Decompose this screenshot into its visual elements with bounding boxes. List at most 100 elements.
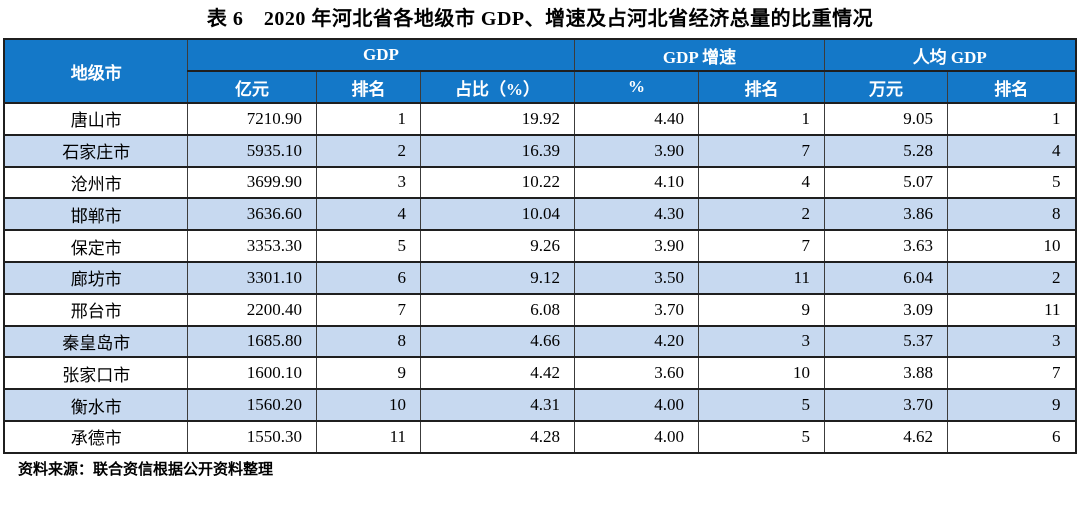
city-cell: 承德市 bbox=[3, 419, 188, 454]
growth-cell: 3.90 bbox=[573, 229, 699, 263]
per-capita-gdp-cell: 3.70 bbox=[824, 388, 948, 422]
gdp-share-cell: 6.08 bbox=[419, 292, 575, 327]
subheader-gdp-value: 亿元 bbox=[186, 70, 317, 104]
growth-cell: 4.40 bbox=[573, 102, 699, 136]
per-capita-rank-cell: 2 bbox=[946, 260, 1077, 295]
growth-rank-cell: 10 bbox=[697, 356, 826, 391]
gdp-rank-cell: 6 bbox=[315, 260, 421, 295]
header-group-gdp: GDP bbox=[186, 38, 575, 72]
per-capita-gdp-cell: 6.04 bbox=[824, 260, 948, 295]
header-group-row: 地级市 GDP GDP 增速 人均 GDP bbox=[3, 38, 1077, 104]
gdp-share-cell: 4.28 bbox=[419, 419, 575, 454]
header-group-gdp-growth: GDP 增速 bbox=[573, 38, 826, 72]
growth-cell: 4.00 bbox=[573, 388, 699, 422]
city-cell: 沧州市 bbox=[3, 165, 188, 200]
subheader-gdp-rank: 排名 bbox=[315, 70, 421, 104]
per-capita-rank-cell: 10 bbox=[946, 229, 1077, 263]
gdp-rank-cell: 2 bbox=[315, 133, 421, 168]
growth-cell: 4.20 bbox=[573, 324, 699, 359]
table-row: 张家口市 1600.10 9 4.42 3.60 10 3.88 7 bbox=[3, 356, 1077, 391]
city-cell: 邢台市 bbox=[3, 292, 188, 327]
growth-cell: 4.00 bbox=[573, 419, 699, 454]
table-row: 保定市 3353.30 5 9.26 3.90 7 3.63 10 bbox=[3, 229, 1077, 263]
city-cell: 秦皇岛市 bbox=[3, 324, 188, 359]
gdp-cell: 1550.30 bbox=[186, 419, 317, 454]
gdp-cell: 3301.10 bbox=[186, 260, 317, 295]
gdp-cell: 5935.10 bbox=[186, 133, 317, 168]
gdp-share-cell: 4.42 bbox=[419, 356, 575, 391]
per-capita-gdp-cell: 3.88 bbox=[824, 356, 948, 391]
city-cell: 衡水市 bbox=[3, 388, 188, 422]
per-capita-gdp-cell: 3.86 bbox=[824, 197, 948, 232]
per-capita-gdp-cell: 9.05 bbox=[824, 102, 948, 136]
gdp-share-cell: 19.92 bbox=[419, 102, 575, 136]
per-capita-gdp-cell: 5.37 bbox=[824, 324, 948, 359]
table-header: 地级市 GDP GDP 增速 人均 GDP 亿元 排名 占比（%） % 排名 万… bbox=[3, 38, 1077, 104]
subheader-per-capita-rank: 排名 bbox=[946, 70, 1077, 104]
subheader-per-capita: 万元 bbox=[824, 70, 948, 104]
gdp-rank-cell: 9 bbox=[315, 356, 421, 391]
header-sub-row: 亿元 排名 占比（%） % 排名 万元 排名 bbox=[4, 70, 1077, 104]
growth-cell: 4.10 bbox=[573, 165, 699, 200]
gdp-share-cell: 16.39 bbox=[419, 133, 575, 168]
gdp-cell: 2200.40 bbox=[186, 292, 317, 327]
table-row: 邯郸市 3636.60 4 10.04 4.30 2 3.86 8 bbox=[3, 197, 1077, 232]
city-cell: 廊坊市 bbox=[3, 260, 188, 295]
growth-rank-cell: 11 bbox=[697, 260, 826, 295]
growth-cell: 3.60 bbox=[573, 356, 699, 391]
table-row: 石家庄市 5935.10 2 16.39 3.90 7 5.28 4 bbox=[3, 133, 1077, 168]
growth-rank-cell: 4 bbox=[697, 165, 826, 200]
growth-rank-cell: 1 bbox=[697, 102, 826, 136]
per-capita-rank-cell: 1 bbox=[946, 102, 1077, 136]
growth-rank-cell: 5 bbox=[697, 419, 826, 454]
per-capita-gdp-cell: 5.07 bbox=[824, 165, 948, 200]
gdp-cell: 1600.10 bbox=[186, 356, 317, 391]
per-capita-rank-cell: 9 bbox=[946, 388, 1077, 422]
gdp-cell: 1560.20 bbox=[186, 388, 317, 422]
per-capita-rank-cell: 5 bbox=[946, 165, 1077, 200]
gdp-share-cell: 10.22 bbox=[419, 165, 575, 200]
per-capita-rank-cell: 7 bbox=[946, 356, 1077, 391]
table-row: 沧州市 3699.90 3 10.22 4.10 4 5.07 5 bbox=[3, 165, 1077, 200]
growth-cell: 3.50 bbox=[573, 260, 699, 295]
gdp-rank-cell: 4 bbox=[315, 197, 421, 232]
city-cell: 邯郸市 bbox=[3, 197, 188, 232]
per-capita-gdp-cell: 5.28 bbox=[824, 133, 948, 168]
header-city: 地级市 bbox=[3, 38, 188, 104]
subheader-growth-pct: % bbox=[573, 70, 699, 104]
per-capita-rank-cell: 8 bbox=[946, 197, 1077, 232]
gdp-rank-cell: 8 bbox=[315, 324, 421, 359]
per-capita-gdp-cell: 3.09 bbox=[824, 292, 948, 327]
city-cell: 保定市 bbox=[3, 229, 188, 263]
gdp-rank-cell: 11 bbox=[315, 419, 421, 454]
per-capita-rank-cell: 3 bbox=[946, 324, 1077, 359]
city-cell: 石家庄市 bbox=[3, 133, 188, 168]
growth-rank-cell: 9 bbox=[697, 292, 826, 327]
table-row: 秦皇岛市 1685.80 8 4.66 4.20 3 5.37 3 bbox=[3, 324, 1077, 359]
table-row: 衡水市 1560.20 10 4.31 4.00 5 3.70 9 bbox=[3, 388, 1077, 422]
growth-rank-cell: 5 bbox=[697, 388, 826, 422]
gdp-cell: 7210.90 bbox=[186, 102, 317, 136]
subheader-growth-rank: 排名 bbox=[697, 70, 826, 104]
growth-cell: 3.90 bbox=[573, 133, 699, 168]
table-row: 承德市 1550.30 11 4.28 4.00 5 4.62 6 bbox=[3, 419, 1077, 454]
per-capita-gdp-cell: 4.62 bbox=[824, 419, 948, 454]
per-capita-rank-cell: 6 bbox=[946, 419, 1077, 454]
table-title: 表 6 2020 年河北省各地级市 GDP、增速及占河北省经济总量的比重情况 bbox=[206, 8, 874, 30]
table-row: 唐山市 7210.90 1 19.92 4.40 1 9.05 1 bbox=[3, 102, 1077, 136]
gdp-share-cell: 10.04 bbox=[419, 197, 575, 232]
subheader-gdp-share: 占比（%） bbox=[419, 70, 575, 104]
per-capita-rank-cell: 4 bbox=[946, 133, 1077, 168]
gdp-rank-cell: 5 bbox=[315, 229, 421, 263]
table-row: 廊坊市 3301.10 6 9.12 3.50 11 6.04 2 bbox=[3, 260, 1077, 295]
per-capita-gdp-cell: 3.63 bbox=[824, 229, 948, 263]
city-cell: 张家口市 bbox=[3, 356, 188, 391]
gdp-cell: 3699.90 bbox=[186, 165, 317, 200]
table-row: 邢台市 2200.40 7 6.08 3.70 9 3.09 11 bbox=[3, 292, 1077, 327]
gdp-rank-cell: 7 bbox=[315, 292, 421, 327]
gdp-rank-cell: 1 bbox=[315, 102, 421, 136]
gdp-share-cell: 4.66 bbox=[419, 324, 575, 359]
gdp-share-cell: 4.31 bbox=[419, 388, 575, 422]
gdp-cell: 3636.60 bbox=[186, 197, 317, 232]
gdp-rank-cell: 3 bbox=[315, 165, 421, 200]
